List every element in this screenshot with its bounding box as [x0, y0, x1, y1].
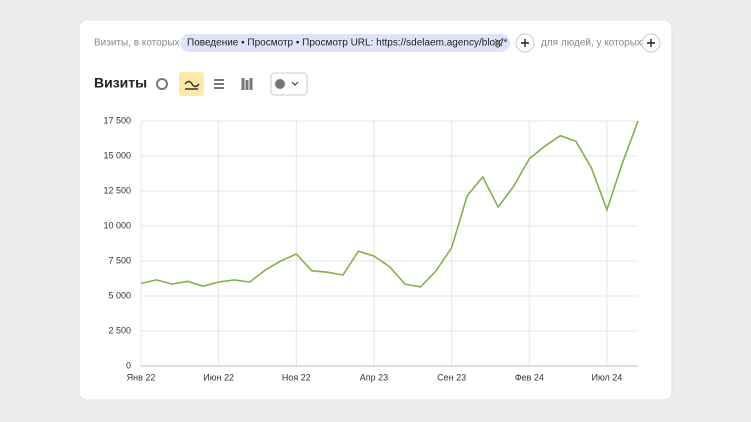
- y-tick-label: 0: [126, 360, 131, 370]
- annotation-icon: [275, 79, 285, 89]
- x-tick-label: Сен 23: [437, 372, 466, 382]
- add-icon: [647, 39, 655, 47]
- bar-view[interactable]: [241, 78, 253, 90]
- y-tick-label: 2 500: [108, 325, 131, 335]
- add-icon: [521, 39, 529, 47]
- chip-remove[interactable]: [494, 38, 503, 47]
- plot: 0 2 500 5 000 7 500 10 000 12 500 15 000 17 500…: [103, 115, 639, 382]
- y-tick-label: 15 000: [103, 150, 131, 160]
- area-view[interactable]: [214, 79, 224, 89]
- y-tick-label: 10 000: [103, 220, 131, 230]
- y-tick-label: 5 000: [108, 290, 131, 300]
- filter-chip-text: Поведение • Просмотр • Просмотр URL: htt…: [187, 38, 507, 49]
- chart-title: Визиты: [94, 75, 147, 91]
- pie-view[interactable]: [156, 78, 168, 90]
- y-tick-label: 17 500: [103, 115, 131, 125]
- x-tick-label: Ноя 22: [282, 372, 311, 382]
- x-tick-label: Апр 23: [360, 372, 388, 382]
- x-tick-label: Янв 22: [127, 372, 156, 382]
- card: [78, 19, 673, 401]
- chevron: [291, 81, 299, 86]
- x-tick-label: Июн 22: [203, 372, 234, 382]
- x-tick-label: Фев 24: [515, 372, 544, 382]
- x-tick-label: Июл 24: [592, 372, 623, 382]
- filter-suffix: для людей, у которых: [541, 38, 642, 49]
- y-tick-label: 12 500: [103, 185, 131, 195]
- line-series: [140, 120, 639, 288]
- line-icon: [184, 80, 200, 90]
- filter-chip[interactable]: [180, 34, 510, 52]
- filter-prefix: Визиты, в которых: [94, 38, 179, 49]
- annotations-dropdown[interactable]: [270, 72, 308, 96]
- y-tick-label: 7 500: [108, 255, 131, 265]
